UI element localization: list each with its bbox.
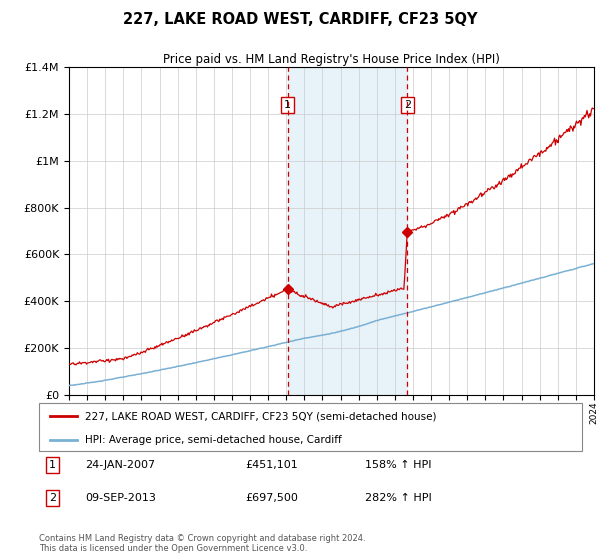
- Text: 227, LAKE ROAD WEST, CARDIFF, CF23 5QY: 227, LAKE ROAD WEST, CARDIFF, CF23 5QY: [123, 12, 477, 27]
- Text: HPI: Average price, semi-detached house, Cardiff: HPI: Average price, semi-detached house,…: [85, 435, 342, 445]
- Text: 1: 1: [284, 100, 291, 110]
- Bar: [287, 67, 407, 395]
- Title: Price paid vs. HM Land Registry's House Price Index (HPI): Price paid vs. HM Land Registry's House …: [163, 53, 500, 66]
- Text: 2: 2: [404, 100, 411, 110]
- Text: £451,101: £451,101: [245, 460, 298, 470]
- FancyBboxPatch shape: [39, 403, 582, 451]
- Text: 2: 2: [49, 493, 56, 503]
- Text: 1: 1: [49, 460, 56, 470]
- Text: 227, LAKE ROAD WEST, CARDIFF, CF23 5QY (semi-detached house): 227, LAKE ROAD WEST, CARDIFF, CF23 5QY (…: [85, 411, 437, 421]
- Text: 09-SEP-2013: 09-SEP-2013: [85, 493, 156, 503]
- Text: Contains HM Land Registry data © Crown copyright and database right 2024.
This d: Contains HM Land Registry data © Crown c…: [39, 534, 365, 553]
- Text: 24-JAN-2007: 24-JAN-2007: [85, 460, 155, 470]
- Text: £697,500: £697,500: [245, 493, 298, 503]
- Text: 282% ↑ HPI: 282% ↑ HPI: [365, 493, 431, 503]
- Text: 158% ↑ HPI: 158% ↑ HPI: [365, 460, 431, 470]
